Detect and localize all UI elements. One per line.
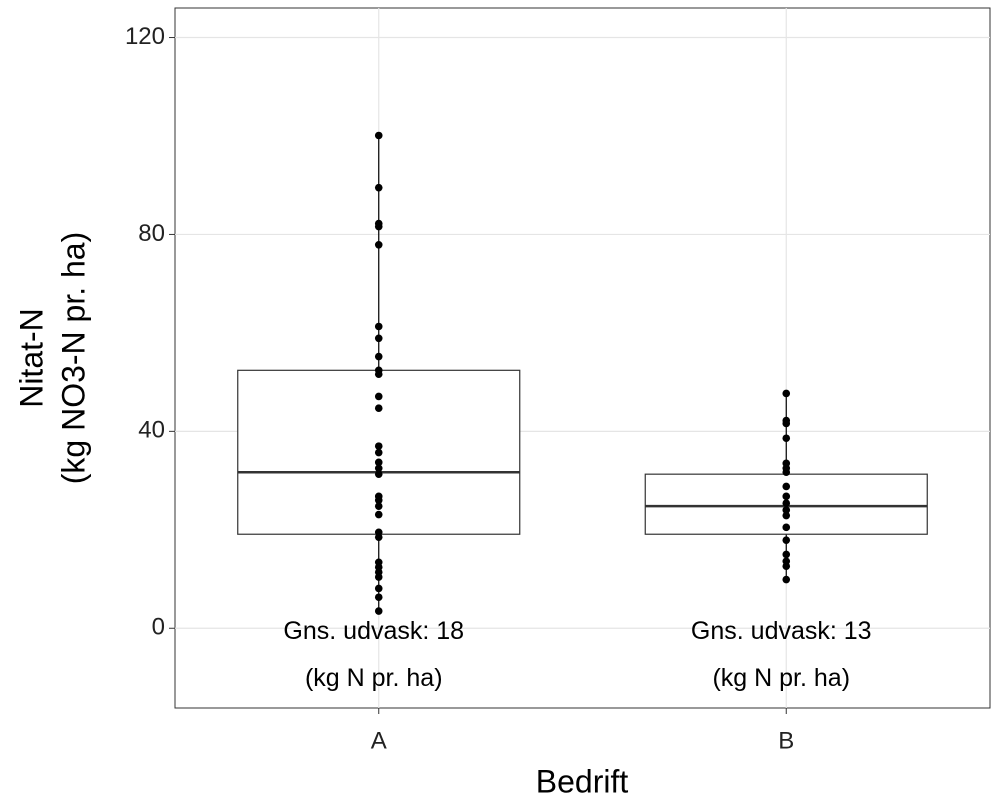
y-axis-title: Nitat-N	[13, 308, 49, 408]
y-tick-label: 40	[138, 417, 165, 444]
point	[782, 506, 791, 514]
point	[374, 464, 383, 473]
x-tick-label: B	[778, 727, 794, 754]
y-tick-label: 0	[152, 614, 165, 641]
point	[374, 442, 383, 450]
point	[374, 352, 383, 361]
point	[374, 470, 383, 478]
point	[782, 575, 791, 584]
point	[374, 502, 383, 510]
point	[782, 499, 791, 508]
annotation: (kg N pr. ha)	[712, 664, 850, 692]
point	[374, 496, 383, 505]
y-tick-label: 80	[138, 220, 165, 247]
point	[782, 536, 791, 544]
point	[374, 322, 383, 331]
annotation: (kg N pr. ha)	[305, 664, 443, 692]
point	[374, 183, 383, 192]
y-tick-label: 120	[125, 23, 165, 50]
point	[782, 492, 791, 501]
point	[374, 392, 383, 401]
point	[782, 468, 791, 477]
point	[374, 510, 383, 519]
point	[374, 458, 383, 467]
point	[374, 240, 383, 249]
point	[374, 334, 383, 343]
annotation: Gns. udvask: 18	[283, 617, 464, 645]
point	[374, 222, 383, 231]
point	[374, 404, 383, 413]
point	[374, 448, 383, 457]
point	[782, 482, 791, 491]
point	[782, 419, 791, 428]
x-axis-title: Bedrift	[536, 763, 629, 799]
point	[782, 523, 791, 532]
point	[782, 434, 791, 443]
point	[782, 511, 791, 520]
point	[374, 584, 383, 593]
point	[782, 550, 791, 559]
point	[374, 533, 383, 541]
annotation: Gns. udvask: 13	[691, 617, 872, 645]
plot-panel	[174, 7, 991, 709]
x-tick-label: A	[371, 727, 387, 754]
point	[374, 593, 383, 602]
point	[374, 607, 383, 615]
point	[374, 370, 383, 379]
point	[782, 562, 791, 571]
point	[374, 573, 383, 581]
y-axis-title: (kg NO3-N pr. ha)	[55, 232, 91, 485]
point	[374, 131, 383, 140]
point	[782, 389, 791, 398]
